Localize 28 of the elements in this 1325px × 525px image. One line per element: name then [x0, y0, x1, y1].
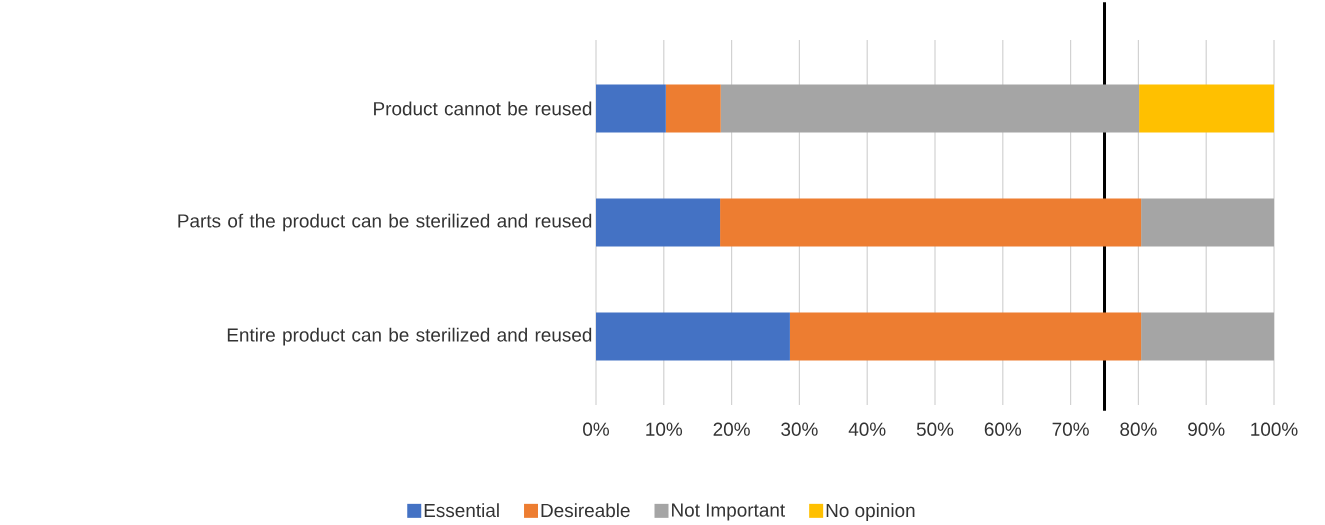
bar — [720, 198, 1142, 247]
legend-label: Not Important — [672, 503, 786, 521]
legend-label: Desireable — [541, 503, 630, 518]
x-tick-label: 0% — [583, 422, 609, 436]
x-tick-label: 90% — [1188, 422, 1225, 436]
x-tick-label: 100% — [1251, 422, 1298, 436]
bar — [1139, 84, 1275, 133]
legend-label: No opinion — [826, 503, 915, 521]
x-tick-label: 70% — [1052, 422, 1089, 436]
x-tick-label: 30% — [781, 422, 818, 436]
y-tick-label: Entire product can be sterilized and reused — [227, 327, 592, 346]
x-tick-label: 20% — [713, 422, 750, 436]
bar — [596, 198, 721, 247]
bar — [596, 312, 790, 361]
bar — [665, 84, 721, 133]
x-tick-label: 40% — [848, 422, 886, 436]
bar — [596, 84, 666, 133]
x-tick-label: 80% — [1120, 422, 1157, 436]
y-tick-label: Product cannot be reused — [374, 101, 592, 116]
x-tick-label: 60% — [984, 422, 1022, 436]
x-tick-label: 10% — [646, 422, 683, 436]
y-tick-label: Parts of the product can be sterilized and reused — [178, 213, 592, 232]
bar — [1141, 312, 1275, 361]
bar — [789, 312, 1142, 361]
x-tick-label: 50% — [916, 422, 954, 436]
bar — [720, 84, 1140, 133]
bar — [1141, 198, 1275, 247]
legend-label: Essential — [424, 503, 499, 518]
